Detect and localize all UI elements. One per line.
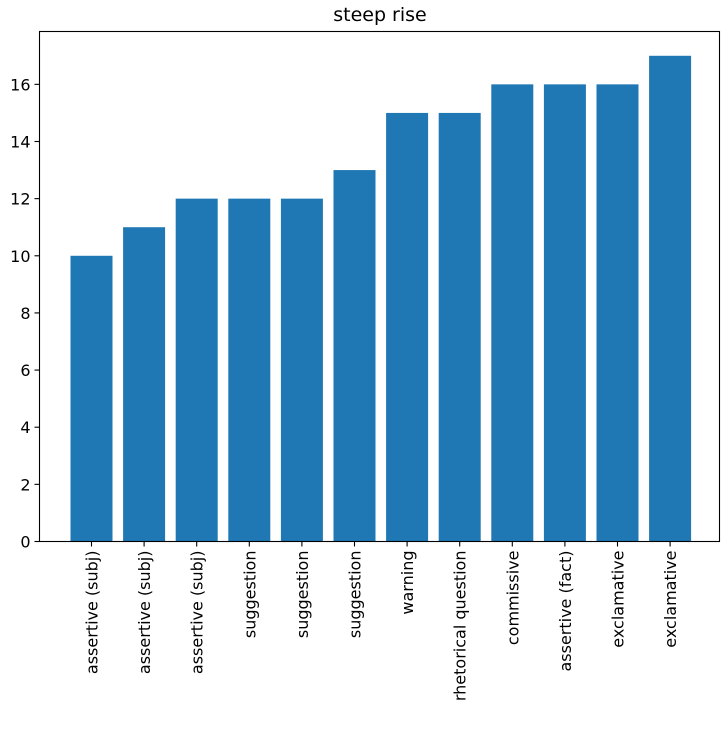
y-axis: 0 2 4 6 8 10 12 14 16	[10, 75, 40, 552]
bar-8	[491, 84, 534, 542]
y-tick-label-8: 16	[10, 75, 30, 94]
bar-4	[280, 198, 323, 542]
bar-11	[649, 55, 692, 542]
bar-9	[543, 84, 586, 542]
plot-frame	[38, 30, 721, 543]
y-tick-label-4: 8	[20, 304, 30, 323]
bar-2	[175, 198, 218, 542]
x-tick-label-3: suggestion	[240, 551, 259, 639]
bar-0	[70, 255, 113, 542]
y-tick-label-7: 14	[10, 133, 30, 152]
x-tick-label-4: suggestion	[293, 551, 312, 639]
bar-6	[386, 112, 429, 542]
bar-5	[333, 170, 376, 542]
x-tick-label-2: assertive (subj)	[188, 551, 207, 675]
y-tick-label-1: 2	[20, 475, 30, 494]
bar-3	[228, 198, 271, 542]
bar-1	[123, 227, 166, 542]
x-tick-label-9: assertive (fact)	[556, 551, 575, 672]
x-tick-label-1: assertive (subj)	[135, 551, 154, 675]
x-tick-label-11: exclamative	[661, 551, 680, 648]
chart-title: steep rise	[333, 4, 427, 26]
x-tick-label-7: rhetorical question	[451, 551, 470, 702]
bar-10	[596, 84, 639, 542]
x-tick-label-5: suggestion	[346, 551, 365, 639]
y-tick-label-5: 10	[10, 247, 30, 266]
y-tick-label-2: 4	[20, 418, 30, 437]
y-tick-label-0: 0	[20, 533, 30, 552]
x-tick-label-10: exclamative	[609, 551, 628, 648]
x-tick-label-0: assertive (subj)	[83, 551, 102, 675]
y-tick-label-6: 12	[10, 190, 30, 209]
y-tick-label-3: 6	[20, 361, 30, 380]
bars-group	[70, 55, 692, 542]
bar-7	[438, 112, 481, 542]
x-tick-label-6: warning	[398, 551, 417, 615]
x-axis: assertive (subj) assertive (subj) assertiv…	[83, 541, 680, 702]
x-tick-label-8: commissive	[503, 551, 522, 646]
